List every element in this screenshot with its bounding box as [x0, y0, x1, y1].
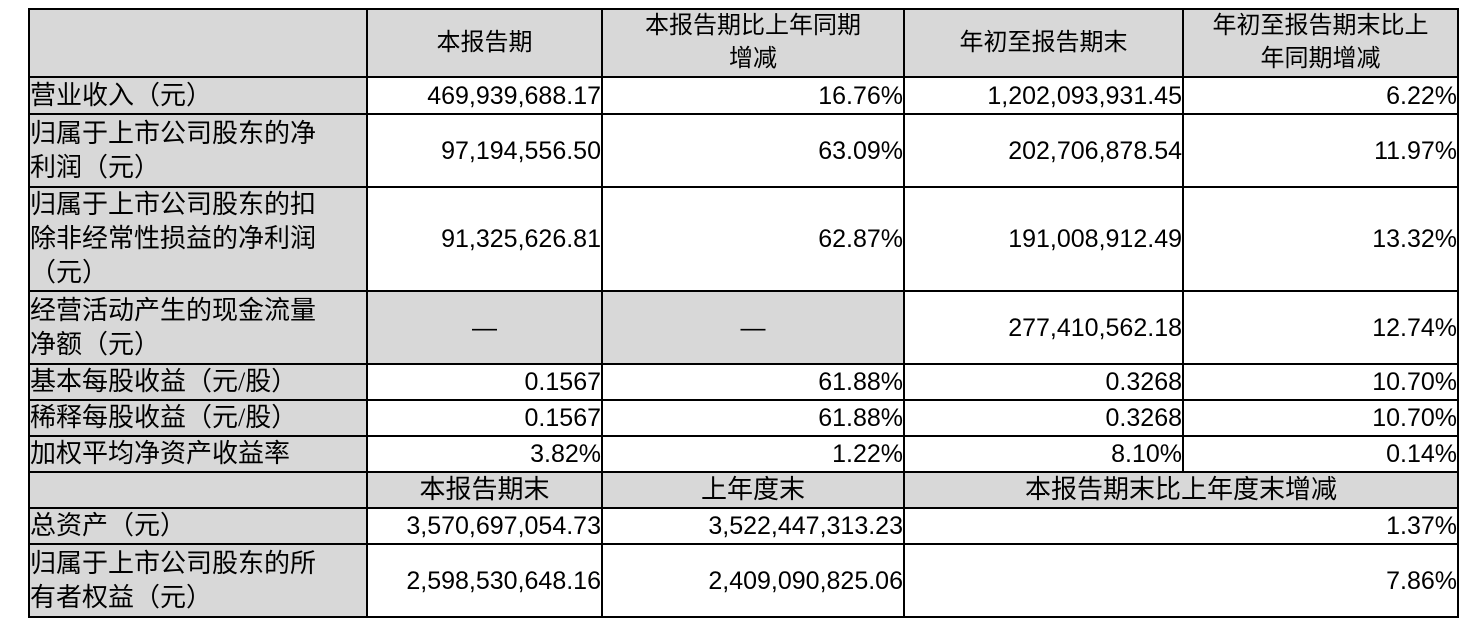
cell-ytd-yoy-change: 12.74%	[1182, 290, 1459, 365]
cell-label: 稀释每股收益（元/股）	[28, 399, 368, 437]
header-current-period-end: 本报告期末	[366, 471, 603, 509]
row-equity-attributable: 归属于上市公司股东的所 有者权益（元） 2,598,530,648.16 2,4…	[28, 543, 1459, 618]
row-net-profit-excl-nonrecurring: 归属于上市公司股东的扣 除非经常性损益的净利润 （元） 91,325,626.8…	[28, 186, 1459, 292]
cell-ytd-yoy-change: 0.14%	[1182, 435, 1459, 473]
cell-label: 加权平均净资产收益率	[28, 435, 368, 473]
cell-label: 归属于上市公司股东的扣 除非经常性损益的净利润 （元）	[28, 186, 368, 292]
header-ytd-yoy-change: 年初至报告期末比上 年同期增减	[1182, 8, 1459, 78]
cell-prev-year-end: 3,522,447,313.23	[601, 507, 905, 545]
row-diluted-eps: 稀释每股收益（元/股） 0.1567 61.88% 0.3268 10.70%	[28, 399, 1459, 437]
cell-ytd-yoy-change: 11.97%	[1182, 113, 1459, 188]
cell-ytd-yoy-change: 6.22%	[1182, 76, 1459, 115]
cell-ytd: 202,706,878.54	[903, 113, 1184, 188]
cell-label: 经营活动产生的现金流量 净额（元）	[28, 290, 368, 365]
cell-yoy-change: 16.76%	[601, 76, 905, 115]
cell-current-period-end: 3,570,697,054.73	[366, 507, 603, 545]
financial-summary-table: 本报告期 本报告期比上年同期 增减 年初至报告期末 年初至报告期末比上 年同期增…	[28, 8, 1459, 618]
cell-ytd: 0.3268	[903, 399, 1184, 437]
cell-ytd-yoy-change: 10.70%	[1182, 363, 1459, 401]
row-net-profit-attributable: 归属于上市公司股东的净 利润（元） 97,194,556.50 63.09% 2…	[28, 113, 1459, 188]
header-prev-year-end: 上年度末	[601, 471, 905, 509]
cell-ytd: 8.10%	[903, 435, 1184, 473]
cell-label: 基本每股收益（元/股）	[28, 363, 368, 401]
cell-period-end-change: 7.86%	[903, 543, 1459, 618]
cell-yoy-change: 61.88%	[601, 399, 905, 437]
cell-current-period: 0.1567	[366, 399, 603, 437]
cell-ytd: 1,202,093,931.45	[903, 76, 1184, 115]
row-total-assets: 总资产（元） 3,570,697,054.73 3,522,447,313.23…	[28, 507, 1459, 545]
header-period-end-change: 本报告期末比上年度末增减	[903, 471, 1459, 509]
header-empty-cell	[28, 8, 368, 78]
cell-yoy-change: 62.87%	[601, 186, 905, 292]
header-current-period: 本报告期	[366, 8, 603, 78]
row-operating-cash-flow: 经营活动产生的现金流量 净额（元） — — 277,410,562.18 12.…	[28, 290, 1459, 365]
cell-label: 归属于上市公司股东的所 有者权益（元）	[28, 543, 368, 618]
cell-current-period: 3.82%	[366, 435, 603, 473]
cell-label: 归属于上市公司股东的净 利润（元）	[28, 113, 368, 188]
cell-current-period: 0.1567	[366, 363, 603, 401]
cell-ytd-yoy-change: 10.70%	[1182, 399, 1459, 437]
header-row: 本报告期 本报告期比上年同期 增减 年初至报告期末 年初至报告期末比上 年同期增…	[28, 8, 1459, 78]
cell-period-end-change: 1.37%	[903, 507, 1459, 545]
cell-yoy-change: 61.88%	[601, 363, 905, 401]
cell-yoy-change: 63.09%	[601, 113, 905, 188]
row-basic-eps: 基本每股收益（元/股） 0.1567 61.88% 0.3268 10.70%	[28, 363, 1459, 401]
cell-ytd-yoy-change: 13.32%	[1182, 186, 1459, 292]
cell-prev-year-end: 2,409,090,825.06	[601, 543, 905, 618]
cell-label-empty	[28, 471, 368, 509]
cell-current-period: 469,939,688.17	[366, 76, 603, 115]
row-weighted-avg-roe: 加权平均净资产收益率 3.82% 1.22% 8.10% 0.14%	[28, 435, 1459, 473]
cell-ytd: 0.3268	[903, 363, 1184, 401]
header-yoy-change: 本报告期比上年同期 增减	[601, 8, 905, 78]
cell-current-period-dash: —	[366, 290, 603, 365]
header-ytd: 年初至报告期末	[903, 8, 1184, 78]
cell-ytd: 191,008,912.49	[903, 186, 1184, 292]
cell-current-period: 97,194,556.50	[366, 113, 603, 188]
row-operating-revenue: 营业收入（元） 469,939,688.17 16.76% 1,202,093,…	[28, 76, 1459, 115]
cell-ytd: 277,410,562.18	[903, 290, 1184, 365]
cell-current-period-end: 2,598,530,648.16	[366, 543, 603, 618]
cell-current-period: 91,325,626.81	[366, 186, 603, 292]
cell-label: 总资产（元）	[28, 507, 368, 545]
cell-label: 营业收入（元）	[28, 76, 368, 115]
period-end-header-row: 本报告期末 上年度末 本报告期末比上年度末增减	[28, 471, 1459, 509]
cell-yoy-change: 1.22%	[601, 435, 905, 473]
cell-yoy-change-dash: —	[601, 290, 905, 365]
